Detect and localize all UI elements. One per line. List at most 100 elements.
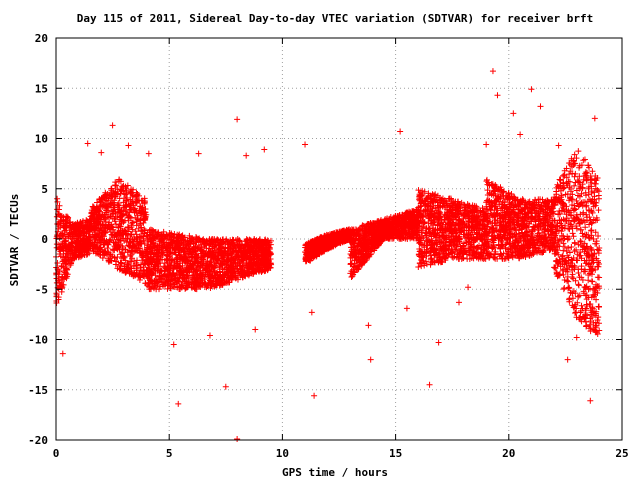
data-point xyxy=(127,253,134,260)
data-point xyxy=(128,258,135,265)
data-point xyxy=(127,231,134,238)
data-point xyxy=(129,226,136,233)
data-point xyxy=(122,246,129,253)
data-point xyxy=(120,254,127,261)
data-point xyxy=(109,224,116,231)
data-point xyxy=(64,266,71,273)
data-point xyxy=(63,257,70,264)
data-point xyxy=(115,200,122,207)
data-point xyxy=(67,252,74,259)
data-point xyxy=(96,196,103,203)
data-point xyxy=(111,216,118,223)
data-point xyxy=(129,243,136,250)
data-point xyxy=(116,176,123,183)
data-point xyxy=(132,193,139,200)
data-point xyxy=(132,228,139,235)
data-point xyxy=(121,204,128,211)
data-point xyxy=(116,195,123,202)
data-point xyxy=(54,206,61,213)
data-point xyxy=(94,231,101,238)
data-point xyxy=(133,209,140,216)
data-point xyxy=(134,257,141,264)
data-point xyxy=(101,230,108,237)
data-point xyxy=(107,200,114,207)
data-point xyxy=(59,281,66,288)
data-point xyxy=(95,207,102,214)
data-point xyxy=(126,202,133,209)
data-point xyxy=(93,204,100,211)
data-point xyxy=(93,224,100,231)
data-point xyxy=(99,255,106,262)
data-point xyxy=(107,228,114,235)
data-point xyxy=(112,231,119,238)
data-point xyxy=(116,208,123,215)
data-point xyxy=(113,258,120,265)
data-point xyxy=(122,191,129,198)
data-point xyxy=(100,194,107,201)
data-point xyxy=(99,236,106,243)
data-point xyxy=(98,229,105,236)
data-point xyxy=(54,221,61,228)
data-point xyxy=(125,217,132,224)
data-point xyxy=(127,196,134,203)
data-point xyxy=(140,208,147,215)
data-point xyxy=(83,229,90,236)
data-point xyxy=(110,210,117,217)
data-point xyxy=(75,222,82,229)
data-point xyxy=(82,245,89,252)
data-point xyxy=(111,197,118,204)
data-point xyxy=(128,222,135,229)
data-point xyxy=(67,222,74,229)
data-point xyxy=(60,233,67,240)
data-point xyxy=(101,203,108,210)
data-point xyxy=(112,240,119,247)
data-point xyxy=(73,240,80,247)
data-point xyxy=(76,253,83,260)
data-point xyxy=(63,265,70,272)
data-point xyxy=(104,214,111,221)
chart-title: Day 115 of 2011, Sidereal Day-to-day VTE… xyxy=(77,12,594,25)
data-point xyxy=(102,222,109,229)
data-point xyxy=(117,237,124,244)
data-point xyxy=(100,248,107,255)
data-point xyxy=(138,250,145,257)
data-point xyxy=(99,211,106,218)
data-point xyxy=(108,207,115,214)
data-point xyxy=(87,243,94,250)
data-point xyxy=(134,197,141,204)
data-point xyxy=(122,208,129,215)
data-point xyxy=(60,218,67,225)
data-point xyxy=(128,251,135,258)
data-point xyxy=(135,240,142,247)
x-axis-label: GPS time / hours xyxy=(282,466,388,479)
data-point xyxy=(107,213,114,220)
data-point xyxy=(111,190,118,197)
data-point xyxy=(114,254,121,261)
data-point xyxy=(124,235,131,242)
data-point xyxy=(98,213,105,220)
data-point xyxy=(91,242,98,249)
data-point xyxy=(86,227,93,234)
data-point xyxy=(111,243,118,250)
data-point xyxy=(78,243,85,250)
data-point xyxy=(53,299,60,306)
data-point xyxy=(68,257,75,264)
data-point xyxy=(79,219,86,226)
data-point xyxy=(57,253,64,260)
data-point xyxy=(130,263,137,270)
data-point xyxy=(115,243,122,250)
data-point xyxy=(94,216,101,223)
data-point xyxy=(131,233,138,240)
data-point xyxy=(108,202,115,209)
data-point xyxy=(75,244,82,251)
data-point xyxy=(75,233,82,240)
data-point xyxy=(129,189,136,196)
data-point xyxy=(134,235,141,242)
data-point xyxy=(450,254,457,261)
data-point xyxy=(106,251,113,258)
data-point xyxy=(57,224,64,231)
data-point xyxy=(102,249,109,256)
data-point xyxy=(54,260,61,267)
